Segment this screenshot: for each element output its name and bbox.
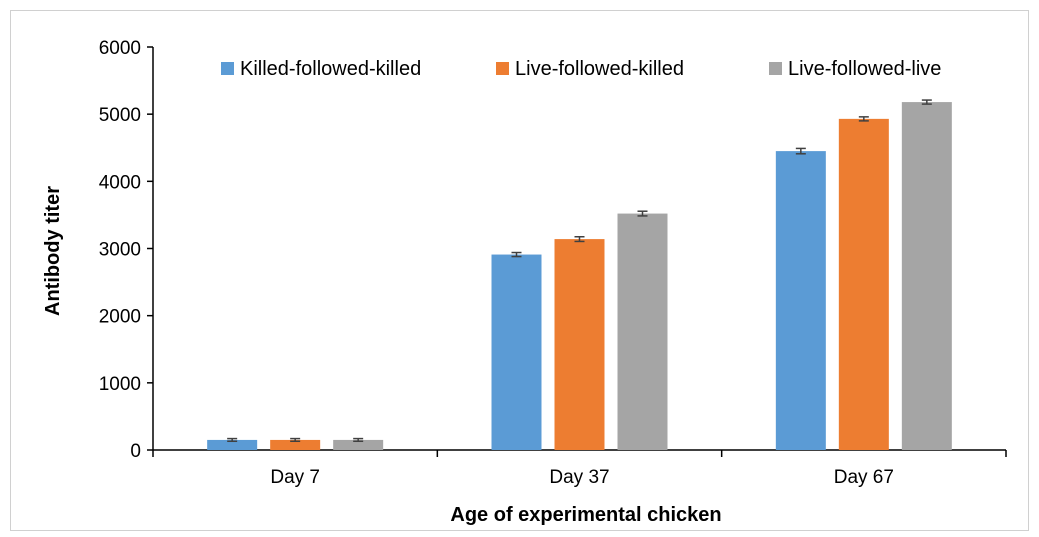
legend-label: Live-followed-killed (515, 58, 684, 80)
bar (617, 213, 668, 450)
bar (333, 439, 384, 450)
y-tick-label: 0 (130, 441, 141, 462)
bar (838, 118, 889, 450)
bars (207, 99, 952, 451)
x-tick-label: Day 67 (834, 467, 894, 488)
bar (270, 439, 321, 450)
legend-swatch (496, 62, 509, 75)
y-tick-label: 4000 (99, 172, 141, 193)
bar (491, 254, 542, 450)
legend-label: Live-followed-live (788, 58, 941, 80)
bar-chart: 0 1000 2000 3000 4000 5000 6000 Day 7 Day 37 Day … (42, 38, 1007, 526)
bar (207, 439, 258, 450)
x-axis-title: Age of experimental chicken (450, 504, 721, 526)
y-tick-label: 6000 (99, 38, 141, 59)
legend-swatch (221, 62, 234, 75)
y-tick-label: 5000 (99, 105, 141, 126)
chart-frame: 0 1000 2000 3000 4000 5000 6000 Day 7 Day 37 Day … (10, 10, 1029, 531)
legend-swatch (769, 62, 782, 75)
legend: Killed-followed-killed Live-followed-kill… (221, 58, 941, 80)
x-tick-label: Day 7 (270, 467, 320, 488)
bar (554, 239, 605, 450)
axes: 0 1000 2000 3000 4000 5000 6000 Day 7 Day 37 Day … (99, 38, 1007, 488)
bar (901, 102, 952, 451)
legend-label: Killed-followed-killed (240, 58, 421, 80)
x-tick-label: Day 37 (549, 467, 609, 488)
y-tick-label: 2000 (99, 307, 141, 328)
y-tick-label: 3000 (99, 240, 141, 261)
y-axis-title: Antibody titer (42, 186, 64, 316)
y-tick-label: 1000 (99, 374, 141, 395)
bar (775, 151, 826, 450)
